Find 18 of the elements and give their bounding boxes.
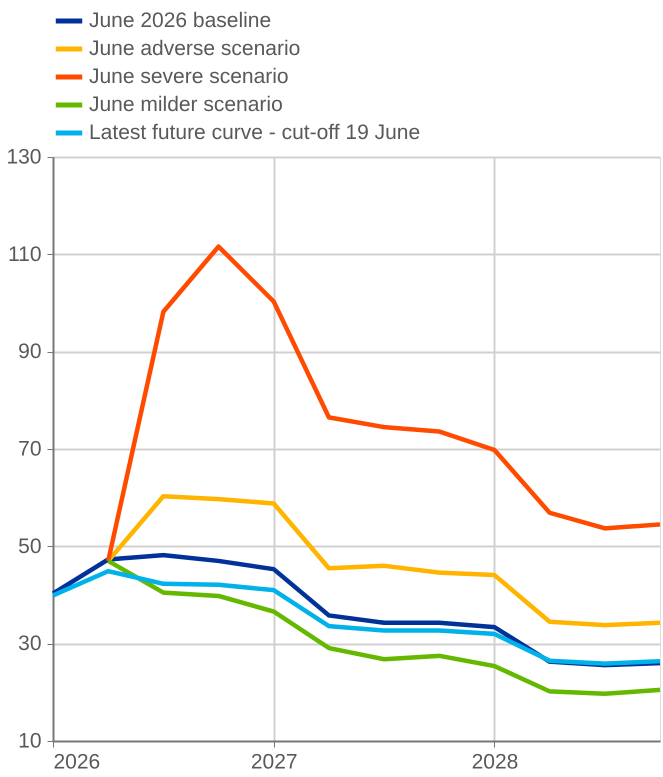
y-tick-label: 110: [8, 242, 42, 266]
legend-label: June adverse scenario: [89, 37, 300, 60]
line-series: [106, 558, 662, 696]
y-tick-label: 90: [18, 340, 42, 364]
y-tick-label: 70: [18, 438, 42, 460]
legend-label: Latest future curve - cut-off 19 June: [89, 121, 420, 144]
y-tick-label: 50: [18, 534, 42, 558]
y-tick-label: 130: [6, 146, 42, 168]
line-series: [50, 568, 662, 666]
x-tick-label: 2026: [54, 750, 100, 774]
y-tick-label: 10: [18, 730, 42, 752]
legend-label: June severe scenario: [89, 65, 289, 88]
line-series: [106, 244, 662, 564]
x-tick-label: 2027: [250, 750, 298, 774]
y-tick-label: 30: [18, 632, 42, 656]
legend-label: June 2026 baseline: [89, 9, 272, 32]
legend-label: June milder scenario: [89, 93, 283, 116]
x-tick-label: 2028: [472, 750, 518, 774]
